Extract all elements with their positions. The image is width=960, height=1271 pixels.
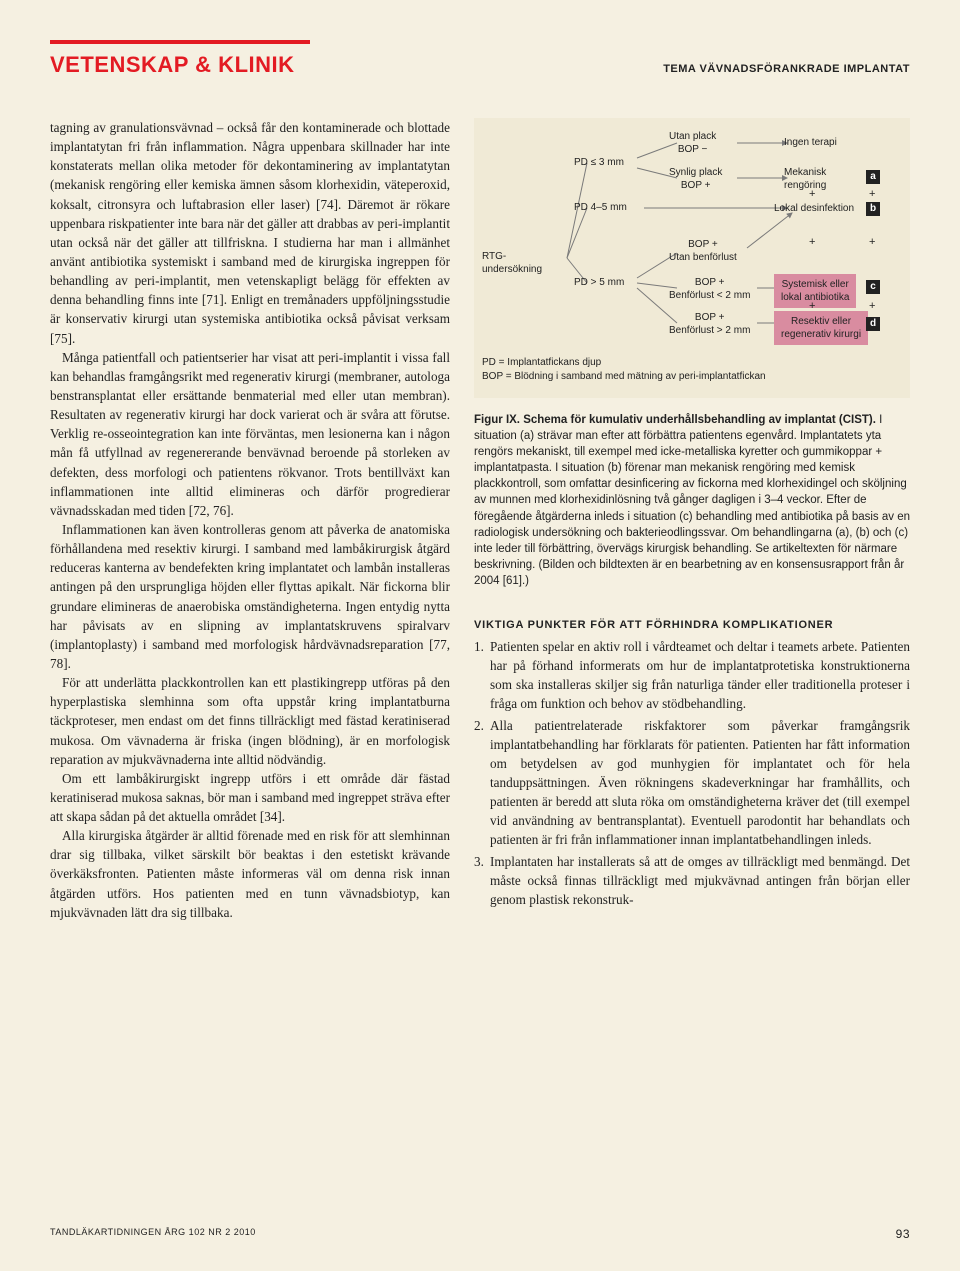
list-item: Patienten spelar en aktiv roll i vårdtea… — [474, 637, 910, 714]
diagram-plus: + — [809, 188, 815, 200]
diagram-plus: + — [809, 300, 815, 312]
diagram-pd2: PD 4–5 mm — [574, 201, 627, 214]
paragraph: Många patientfall och patientserier har … — [50, 348, 450, 520]
diagram-marker-d: d — [866, 317, 880, 331]
diagram-tx2: Mekanisk rengöring — [784, 166, 826, 192]
diagram-plus: + — [869, 188, 875, 200]
diagram-marker-c: c — [866, 280, 880, 294]
diagram-pd3: PD > 5 mm — [574, 276, 624, 289]
theme-label: TEMA VÄVNADSFÖRANKRADE IMPLANTAT — [663, 63, 910, 75]
diagram-pd1: PD ≤ 3 mm — [574, 156, 624, 169]
paragraph: tagning av granulationsvävnad – också få… — [50, 118, 450, 348]
section-title: VETENSKAP & KLINIK — [50, 52, 295, 78]
figure-caption: Figur IX. Schema för kumulativ underhåll… — [474, 412, 910, 589]
footer-page-number: 93 — [896, 1227, 910, 1241]
diagram-marker-b: b — [866, 202, 880, 216]
page-footer: TANDLÄKARTIDNINGEN ÅRG 102 NR 2 2010 93 — [50, 1227, 910, 1241]
right-body: Patienten spelar en aktiv roll i vårdtea… — [474, 637, 910, 909]
figure-caption-body: I situation (a) strävar man efter att fö… — [474, 414, 910, 587]
diagram-footnote-pd: PD = Implantatfickans djup — [482, 356, 882, 369]
flowchart-diagram: RTG-undersökning PD ≤ 3 mm PD 4–5 mm PD … — [474, 118, 910, 398]
list-item: Implantaten har installerats så att de o… — [474, 852, 910, 909]
diagram-marker-a: a — [866, 170, 880, 184]
footer-journal: TANDLÄKARTIDNINGEN ÅRG 102 NR 2 2010 — [50, 1227, 256, 1241]
diagram-plus: + — [869, 236, 875, 248]
list-item: Alla patientrelaterade riskfaktorer som … — [474, 716, 910, 850]
figure-caption-lead: Figur IX. Schema för kumulativ underhåll… — [474, 414, 876, 426]
paragraph: Om ett lambåkirurgiskt ingrepp utförs i … — [50, 769, 450, 826]
paragraph: För att underlätta plackkontrollen kan e… — [50, 673, 450, 769]
diagram-cond2: Synlig plack BOP + — [669, 166, 722, 192]
diagram-footnote-bop: BOP = Blödning i samband med mätning av … — [482, 370, 882, 383]
diagram-tx5: Resektiv eller regenerativ kirurgi — [774, 311, 868, 345]
paragraph: Inflammationen kan även kontrolleras gen… — [50, 520, 450, 673]
header-accent-bar — [50, 40, 310, 44]
body-text-left: tagning av granulationsvävnad – också få… — [50, 118, 450, 922]
diagram-plus: + — [809, 236, 815, 248]
paragraph: Alla kirurgiska åtgärder är alltid fören… — [50, 826, 450, 922]
diagram-cond5: BOP + Benförlust > 2 mm — [669, 311, 750, 337]
diagram-tx3: Lokal desinfektion — [774, 202, 854, 215]
diagram-cond3: BOP + Utan benförlust — [669, 238, 737, 264]
diagram-root: RTG-undersökning — [482, 250, 562, 276]
diagram-cond1: Utan plack BOP − — [669, 130, 716, 156]
diagram-cond4: BOP + Benförlust < 2 mm — [669, 276, 750, 302]
section-heading: VIKTIGA PUNKTER FÖR ATT FÖRHINDRA KOMPLI… — [474, 619, 910, 631]
diagram-tx1: Ingen terapi — [784, 136, 837, 149]
diagram-plus: + — [869, 300, 875, 312]
page-header: VETENSKAP & KLINIK TEMA VÄVNADSFÖRANKRAD… — [50, 52, 910, 78]
